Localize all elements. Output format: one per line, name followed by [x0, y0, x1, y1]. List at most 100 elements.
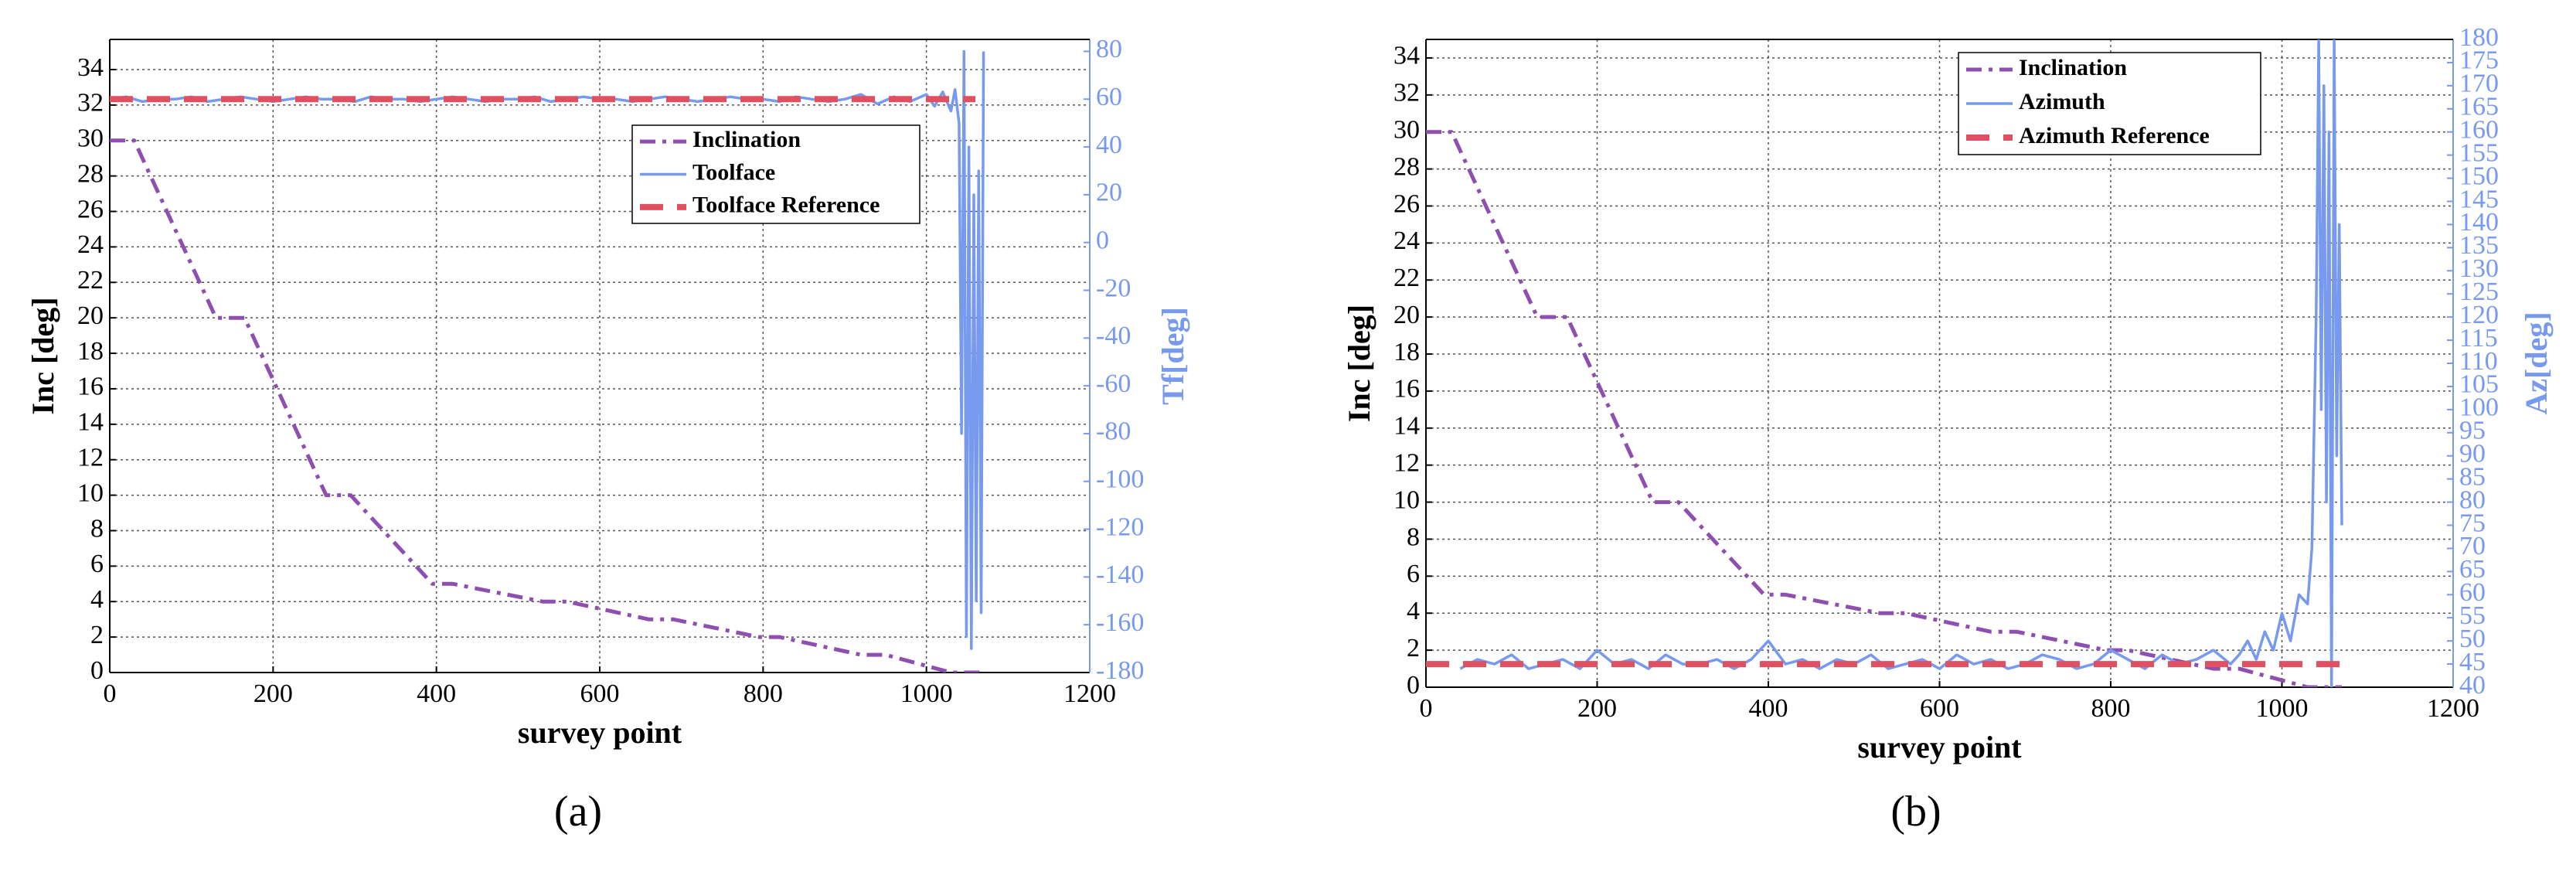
y-tick-label: 14 — [1393, 412, 1420, 441]
legend-label: Inclination — [2019, 55, 2127, 80]
x-tick-label: 200 — [254, 679, 293, 708]
y2-tick-label: 125 — [2459, 278, 2499, 306]
y2-tick-label: 45 — [2459, 648, 2486, 676]
y2-tick-label: 75 — [2459, 509, 2486, 537]
legend-label: Azimuth — [2019, 89, 2105, 114]
y2-tick-label: 165 — [2459, 93, 2499, 121]
y2-tick-label: -120 — [1096, 513, 1144, 541]
y2-tick-label: 130 — [2459, 254, 2499, 283]
y-tick-label: 18 — [77, 337, 104, 366]
y2-tick-label: 50 — [2459, 625, 2486, 653]
y2-tick-label: -140 — [1096, 560, 1144, 589]
y-tick-label: 14 — [77, 408, 104, 437]
x-tick-label: 1200 — [2427, 694, 2479, 723]
x-tick-label: 800 — [2091, 694, 2131, 723]
y-tick-label: 34 — [1393, 42, 1420, 70]
y-tick-label: 30 — [77, 124, 104, 153]
y-tick-label: 30 — [1393, 116, 1420, 145]
x-tick-label: 400 — [1749, 694, 1788, 723]
x-tick-label: 400 — [417, 679, 456, 708]
y-tick-label: 2 — [90, 621, 104, 649]
y-tick-label: 4 — [1407, 597, 1420, 625]
y-tick-label: 24 — [1393, 226, 1420, 255]
y-tick-label: 0 — [90, 656, 104, 685]
y-axis-label: Inc [deg] — [26, 297, 60, 414]
x-axis-label: survey point — [1857, 730, 2022, 765]
y2-tick-label: -160 — [1096, 608, 1144, 637]
y-tick-label: 32 — [77, 89, 104, 117]
y-tick-label: 34 — [77, 53, 104, 82]
caption: (a) — [554, 788, 602, 836]
legend-label: Azimuth Reference — [2019, 123, 2210, 148]
y-tick-label: 32 — [1393, 79, 1420, 107]
y-tick-label: 26 — [77, 195, 104, 223]
y-tick-label: 8 — [90, 514, 104, 543]
chart: 0 200 400 600 800 1000 12000246810121416182022… — [1342, 23, 2554, 836]
chart: 0 200 400 600 800 1000 12000246810121416182022… — [26, 35, 1190, 836]
y2-tick-label: 115 — [2459, 324, 2498, 352]
y2-tick-label: 40 — [1096, 131, 1122, 159]
y-tick-label: 12 — [1393, 448, 1420, 477]
y-tick-label: 6 — [1407, 560, 1420, 588]
y2-tick-label: 70 — [2459, 532, 2486, 560]
y2-tick-label: 160 — [2459, 116, 2499, 145]
y-tick-label: 20 — [77, 301, 104, 330]
x-tick-label: 1200 — [1063, 679, 1116, 708]
y-axis-label: Inc [deg] — [1342, 305, 1376, 422]
y2-tick-label: 55 — [2459, 601, 2486, 630]
y-tick-label: 10 — [1393, 485, 1420, 514]
y-tick-label: 28 — [77, 159, 104, 188]
y-tick-label: 2 — [1407, 634, 1420, 662]
y2-tick-label: 110 — [2459, 347, 2498, 376]
y2-tick-label: 80 — [1096, 35, 1122, 63]
y2-tick-label: 40 — [2459, 671, 2486, 700]
y2-tick-label: -100 — [1096, 465, 1144, 494]
plot-area — [1426, 39, 2453, 687]
y2-tick-label: 80 — [2459, 485, 2486, 514]
y2-tick-label: -20 — [1096, 274, 1131, 302]
y2-tick-label: -180 — [1096, 656, 1144, 685]
y2-tick-label: 120 — [2459, 301, 2499, 329]
legend-label: Inclination — [692, 127, 801, 152]
y2-tick-label: 60 — [2459, 578, 2486, 607]
y-tick-label: 16 — [77, 373, 104, 401]
legend-label: Toolface Reference — [692, 192, 880, 218]
y-tick-label: 10 — [77, 478, 104, 507]
y2-tick-label: 100 — [2459, 393, 2499, 422]
y2-axis-label: Tf[deg] — [1155, 307, 1190, 405]
x-tick-label: 0 — [1420, 694, 1433, 723]
y-tick-label: 28 — [1393, 152, 1420, 181]
y2-tick-label: 90 — [2459, 440, 2486, 468]
y-tick-label: 18 — [1393, 338, 1420, 366]
y2-tick-label: 180 — [2459, 23, 2499, 52]
y2-tick-label: 85 — [2459, 462, 2486, 491]
y2-tick-label: 150 — [2459, 162, 2499, 190]
y2-tick-label: 170 — [2459, 70, 2499, 98]
y-tick-label: 22 — [1393, 264, 1420, 292]
x-tick-label: 0 — [104, 679, 117, 708]
y2-tick-label: -40 — [1096, 322, 1131, 350]
y-tick-label: 4 — [90, 585, 104, 614]
y2-tick-label: 105 — [2459, 370, 2499, 399]
y-tick-label: 24 — [77, 230, 104, 259]
y-tick-label: 26 — [1393, 189, 1420, 218]
x-tick-label: 600 — [1920, 694, 1959, 723]
y2-tick-label: 60 — [1096, 83, 1122, 111]
y2-tick-label: 20 — [1096, 179, 1122, 207]
y-tick-label: 8 — [1407, 523, 1420, 551]
x-tick-label: 1000 — [900, 679, 953, 708]
y2-tick-label: 135 — [2459, 231, 2499, 260]
series-line — [1426, 130, 2342, 687]
y2-axis-label: Az[deg] — [2519, 312, 2554, 414]
y2-tick-label: -80 — [1096, 417, 1131, 446]
x-tick-label: 200 — [1577, 694, 1617, 723]
y-tick-label: 22 — [77, 266, 104, 295]
plot-area — [110, 39, 1090, 673]
y2-tick-label: 145 — [2459, 185, 2499, 213]
y2-tick-label: 155 — [2459, 138, 2499, 167]
y-tick-label: 20 — [1393, 301, 1420, 329]
y2-tick-label: 175 — [2459, 46, 2499, 75]
x-tick-label: 800 — [744, 679, 783, 708]
